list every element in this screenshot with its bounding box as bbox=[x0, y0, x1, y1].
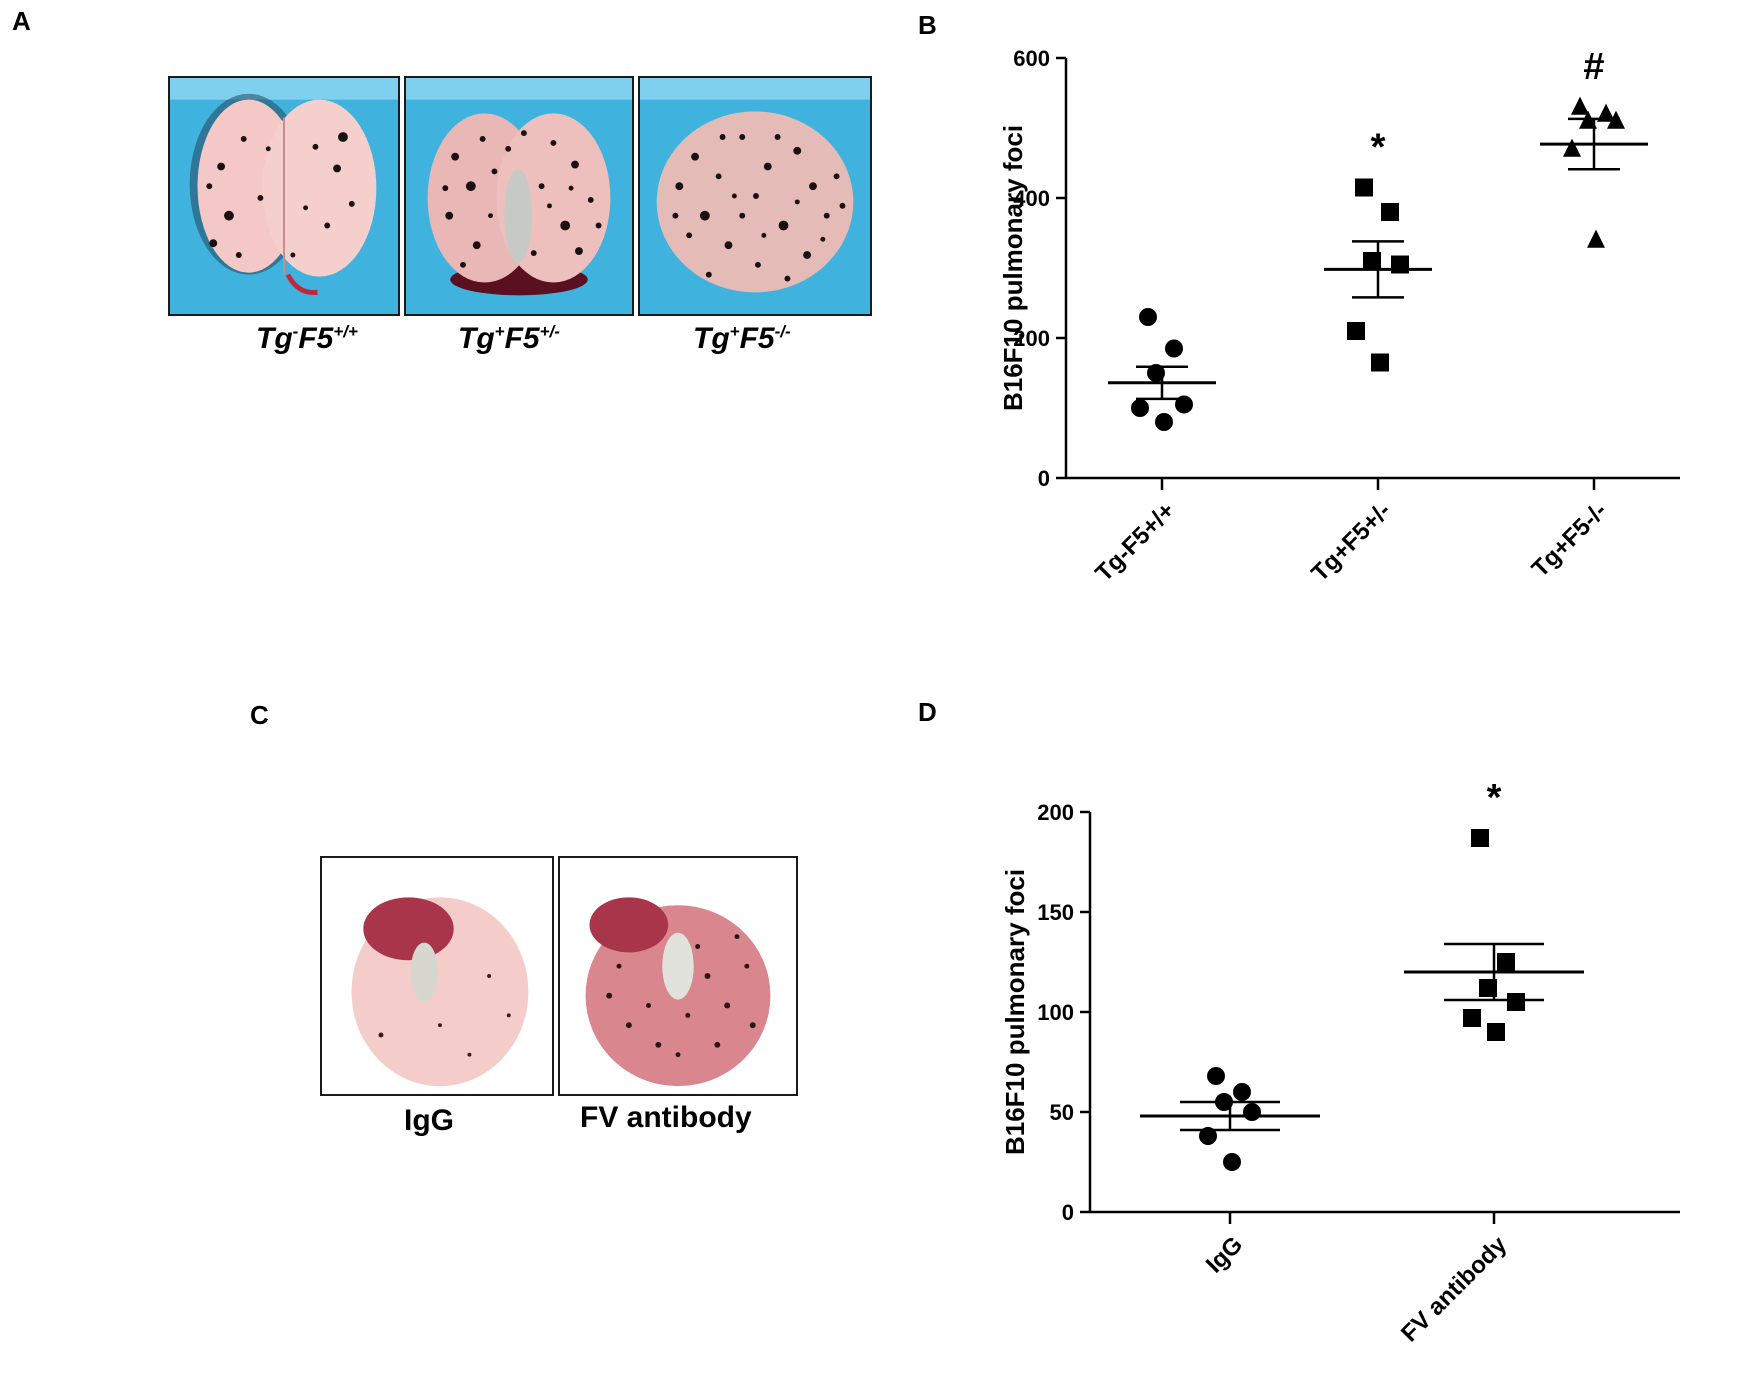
data-point bbox=[1233, 1083, 1251, 1101]
data-point bbox=[1243, 1103, 1261, 1121]
y-tick-label: 0 bbox=[1038, 466, 1050, 491]
data-point bbox=[1199, 1127, 1217, 1145]
y-tick-label: 50 bbox=[1050, 1100, 1074, 1125]
y-tick-label: 200 bbox=[1037, 800, 1074, 825]
genotype-label-3: Tg+F5-/- bbox=[693, 322, 791, 355]
data-point bbox=[1207, 1067, 1225, 1085]
data-point bbox=[1497, 953, 1515, 971]
data-point bbox=[1381, 203, 1399, 221]
panel-letter-c: C bbox=[250, 700, 269, 730]
lung-photo-tg-minus-f5-wt bbox=[168, 76, 400, 316]
data-point bbox=[1487, 1023, 1505, 1041]
y-axis-label: B16F10 pulmonary foci bbox=[998, 125, 1028, 411]
panel-letter-a: A bbox=[12, 6, 31, 36]
y-axis-label: B16F10 pulmonary foci bbox=[1000, 869, 1030, 1155]
x-tick-label: Tg-F5+/+ bbox=[1090, 497, 1180, 587]
group-0 bbox=[1140, 1067, 1320, 1171]
group-1 bbox=[1404, 829, 1584, 1041]
group-0 bbox=[1108, 308, 1216, 431]
data-point bbox=[1147, 364, 1165, 382]
chart-b: 0 200 400 600 B16F10 pulmonary foci Tg-F5+/+ T… bbox=[998, 46, 1680, 587]
lung-photo-igg bbox=[320, 856, 554, 1096]
image-label-fv-antibody: FV antibody bbox=[580, 1101, 752, 1134]
genotype-label-2: Tg+F5+/- bbox=[458, 322, 560, 355]
data-point bbox=[1463, 1009, 1481, 1027]
data-point bbox=[1471, 829, 1489, 847]
data-point bbox=[1597, 103, 1615, 122]
lung-image bbox=[322, 858, 552, 1094]
data-point bbox=[1563, 138, 1581, 157]
lung-image bbox=[560, 858, 796, 1094]
data-point bbox=[1155, 413, 1173, 431]
group-1 bbox=[1324, 178, 1432, 372]
x-tick-label: IgG bbox=[1201, 1231, 1248, 1278]
lung-image bbox=[170, 78, 398, 314]
lung-photo-fv-antibody bbox=[558, 856, 798, 1096]
data-point bbox=[1371, 353, 1389, 372]
y-tick-label: 400 bbox=[1013, 186, 1050, 211]
significance-mark: * bbox=[1487, 777, 1502, 819]
data-point bbox=[1355, 178, 1373, 197]
x-tick-label: Tg+F5+/- bbox=[1306, 497, 1396, 587]
lung-image bbox=[640, 78, 870, 314]
data-point bbox=[1347, 322, 1365, 340]
y-tick-label: 200 bbox=[1013, 326, 1050, 351]
chart-d: 0 50 100 150 200 B16F10 pulmonary foci IgG FV a… bbox=[1000, 777, 1680, 1348]
y-tick-label: 100 bbox=[1037, 1000, 1074, 1025]
significance-mark: # bbox=[1583, 46, 1604, 88]
data-point bbox=[1571, 96, 1589, 115]
x-tick-label: Tg+F5-/- bbox=[1527, 497, 1613, 583]
data-point bbox=[1165, 339, 1183, 358]
data-point bbox=[1363, 252, 1381, 270]
lung-image bbox=[406, 78, 632, 314]
panel-letter-b: B bbox=[918, 10, 937, 40]
genotype-label-1: Tg-F5+/+ bbox=[256, 322, 358, 355]
data-point bbox=[1587, 229, 1605, 248]
image-label-igg: IgG bbox=[404, 1104, 454, 1137]
group-2 bbox=[1540, 96, 1648, 248]
y-tick-label: 150 bbox=[1037, 900, 1074, 925]
y-tick-label: 600 bbox=[1013, 46, 1050, 71]
lung-photo-tg-plus-f5-het bbox=[404, 76, 634, 316]
data-point bbox=[1139, 308, 1157, 326]
data-point bbox=[1479, 979, 1497, 997]
data-point bbox=[1223, 1153, 1241, 1171]
data-point bbox=[1507, 993, 1525, 1011]
significance-mark: * bbox=[1371, 127, 1386, 169]
x-tick-label: FV antibody bbox=[1396, 1231, 1513, 1348]
y-tick-label: 0 bbox=[1062, 1200, 1074, 1225]
lung-photo-tg-plus-f5-ko bbox=[638, 76, 872, 316]
panel-letter-d: D bbox=[918, 697, 937, 727]
data-point bbox=[1131, 399, 1149, 417]
